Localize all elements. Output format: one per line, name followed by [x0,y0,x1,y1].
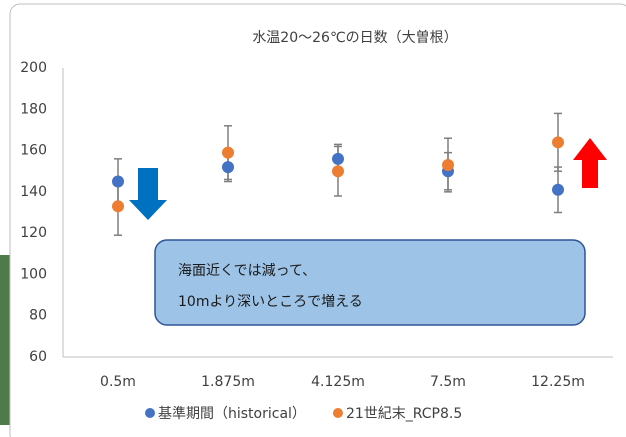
data-point [222,161,234,174]
chart-panel [9,3,626,437]
data-point [112,200,124,213]
x-tick-label: 12.25m [531,374,585,390]
up-arrow [573,138,607,188]
y-tick-label: 60 [29,349,47,365]
annotation-box [154,239,586,326]
annotation-line: 10mより深いところで増える [178,294,363,310]
y-tick-label: 120 [20,225,47,241]
y-tick-label: 200 [20,60,47,76]
chart-title: 水温20～26℃の日数（大曽根） [252,30,457,46]
x-tick-label: 4.125m [311,374,365,390]
legend-marker [332,408,343,418]
x-tick-label: 0.5m [100,374,136,390]
y-tick-label: 160 [20,143,47,159]
x-tick-label: 7.5m [430,374,466,390]
legend-label: 21世紀末_RCP8.5 [346,406,462,422]
legend-label: 基準期間（historical） [158,405,306,422]
data-point [332,152,344,165]
data-point [552,136,564,149]
down-arrow [129,168,167,220]
data-point [222,146,234,159]
y-tick-label: 180 [20,101,47,117]
annotation-line: 海面近くでは減って、 [178,262,316,279]
y-tick-label: 100 [20,266,47,282]
plot-area: 60 80 100 120 140 160 180 200 0.5m 1.875m 4.125m 7.… [20,60,613,422]
y-tick-label: 140 [20,184,47,200]
data-point [332,165,344,178]
legend-marker [145,408,155,418]
y-tick-label: 80 [29,308,47,324]
x-tick-label: 1.875m [201,374,255,390]
data-point [112,175,124,188]
data-point [552,183,564,196]
data-point [442,159,454,172]
